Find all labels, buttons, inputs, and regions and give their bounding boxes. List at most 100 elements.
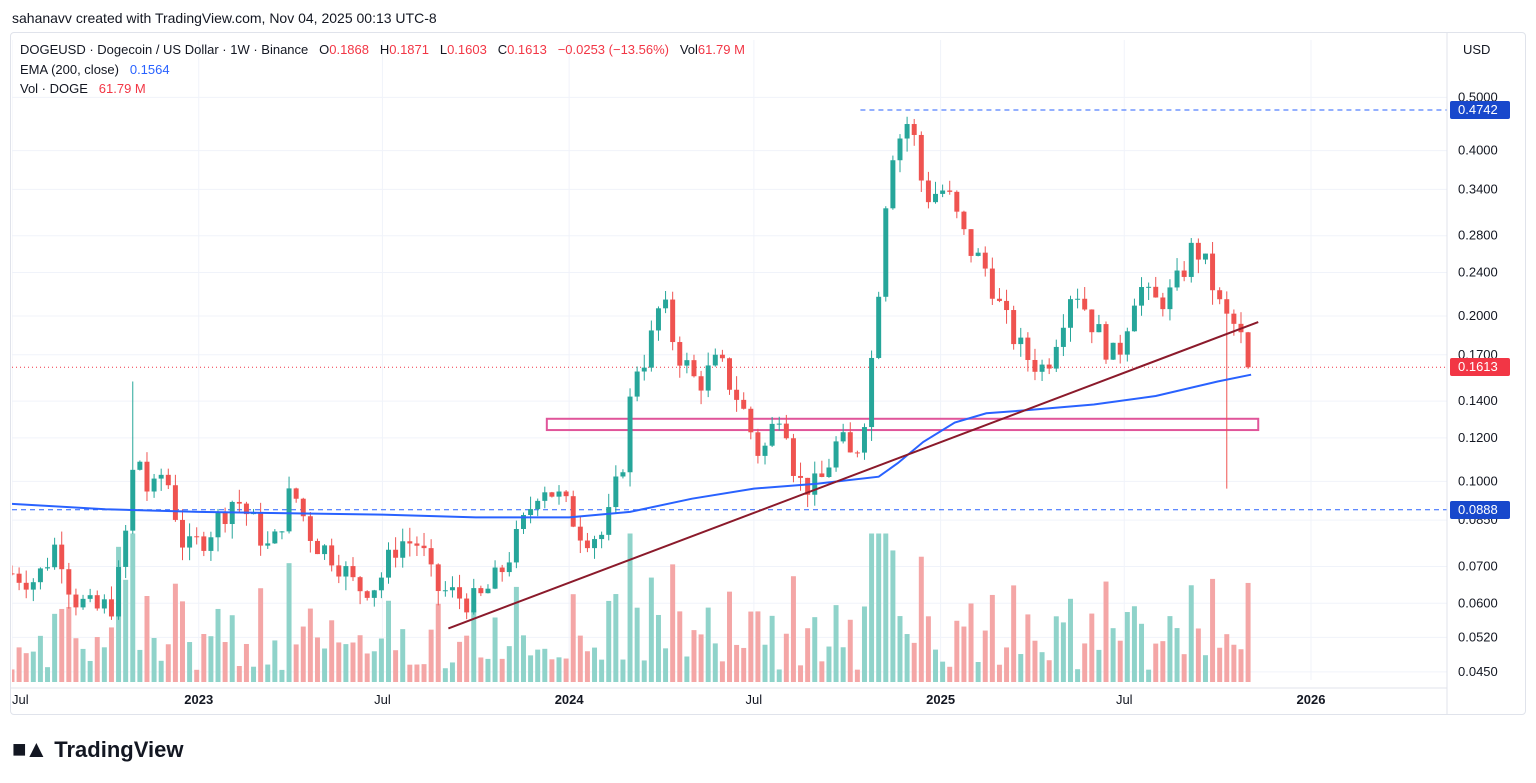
- volume-bar: [890, 550, 896, 682]
- volume-bar: [1096, 649, 1102, 682]
- candle-body: [343, 566, 349, 577]
- volume-bar: [108, 627, 114, 682]
- candle-body: [108, 599, 114, 617]
- candle-body: [542, 492, 548, 501]
- y-tick-label: 0.0450: [1458, 664, 1498, 679]
- ema-label: EMA (200, close): [20, 62, 119, 77]
- ema-legend[interactable]: EMA (200, close) 0.1564: [20, 62, 170, 77]
- candle-body: [1188, 242, 1194, 277]
- chart-caption: sahanavv created with TradingView.com, N…: [12, 10, 437, 26]
- volume-bar: [705, 607, 711, 682]
- volume-bar: [435, 603, 441, 682]
- candle-body: [790, 438, 796, 476]
- volume-bar: [1188, 585, 1194, 682]
- volume-bar: [542, 648, 548, 682]
- symbol-label[interactable]: DOGEUSD · Dogecoin / US Dollar · 1W · Bi…: [20, 42, 309, 57]
- candle-body: [869, 357, 875, 428]
- candle-body: [165, 474, 171, 486]
- volume-bar: [307, 608, 313, 682]
- volume-bar: [577, 635, 583, 682]
- candle-body: [1018, 337, 1024, 345]
- candle-body: [265, 543, 271, 546]
- candle-body: [520, 515, 526, 529]
- volume-bar: [222, 642, 228, 682]
- candle-body: [1082, 298, 1088, 310]
- candle-body: [677, 342, 683, 366]
- candle-body: [840, 432, 846, 442]
- x-tick-label: Jul: [12, 692, 29, 707]
- volume-bar: [130, 533, 136, 682]
- candle-body: [449, 587, 455, 591]
- volume-bar: [1131, 606, 1137, 682]
- volume-bar: [1060, 622, 1066, 682]
- candle-body: [194, 536, 200, 538]
- candle-body: [336, 565, 342, 577]
- x-tick-label: Jul: [1116, 692, 1133, 707]
- volume-bar: [158, 660, 164, 682]
- candle-body: [890, 160, 896, 209]
- currency-label[interactable]: USD: [1463, 42, 1491, 57]
- candle-body: [208, 537, 214, 551]
- volume-bar: [947, 666, 953, 682]
- volume-bar: [1025, 614, 1031, 682]
- volume-bar: [584, 651, 590, 682]
- volume-bar: [414, 664, 420, 682]
- candle-body: [854, 452, 860, 454]
- volume-bar: [123, 579, 129, 682]
- volume-bar: [1160, 641, 1166, 682]
- x-tick-label: 2026: [1297, 692, 1326, 707]
- ema-value: 0.1564: [129, 62, 170, 77]
- open-value: 0.1868: [329, 42, 369, 57]
- volume-bar: [421, 664, 427, 682]
- volume-legend[interactable]: Vol · DOGE 61.79 M: [20, 81, 146, 96]
- volume-bar: [719, 661, 725, 682]
- candle-body: [940, 190, 946, 194]
- volume-bar: [648, 577, 654, 682]
- volume-bar: [101, 647, 107, 682]
- candle-body: [947, 190, 953, 192]
- volume-bar: [528, 655, 534, 682]
- y-tick-label: 0.5000: [1458, 89, 1498, 104]
- volume-bar: [300, 626, 306, 682]
- candle-body: [535, 500, 541, 510]
- x-tick-label: 2025: [926, 692, 955, 707]
- candle-body: [1110, 342, 1116, 360]
- volume-bar: [165, 644, 171, 682]
- volume-bar: [137, 649, 143, 682]
- candle-body: [911, 124, 917, 135]
- candle-body: [187, 536, 193, 548]
- candle-body: [798, 475, 804, 478]
- support-zone: [545, 417, 1260, 432]
- volume-bar: [712, 643, 718, 682]
- candle-body: [471, 588, 477, 613]
- volume-bar: [151, 637, 157, 682]
- candle-body: [762, 445, 768, 456]
- x-tick-label: Jul: [746, 692, 763, 707]
- volume-bar: [599, 659, 605, 682]
- y-tick-label: 0.2400: [1458, 264, 1498, 279]
- candle-body: [1039, 364, 1045, 372]
- candle-body: [73, 594, 79, 608]
- volume-bar: [513, 586, 519, 682]
- volume-bar: [314, 637, 320, 682]
- volume-bar: [549, 659, 555, 682]
- volume-bar: [322, 648, 328, 682]
- y-tick-label: 0.1200: [1458, 430, 1498, 445]
- volume-bar: [776, 669, 782, 682]
- candle-body: [570, 496, 576, 527]
- candle-body: [80, 598, 86, 608]
- candle-body: [279, 531, 285, 533]
- candle-body: [1046, 364, 1052, 369]
- candle-body: [499, 567, 505, 573]
- tradingview-logo[interactable]: ■▲ TradingView: [12, 736, 183, 764]
- ema-200-line: [12, 373, 1252, 519]
- volume-bar: [762, 644, 768, 682]
- candle-body: [59, 544, 65, 570]
- y-tick-label: 0.2000: [1458, 308, 1498, 323]
- volume-bar: [286, 563, 292, 682]
- candle-body: [684, 360, 690, 366]
- candle-body: [1231, 313, 1237, 324]
- volume-bar: [1210, 578, 1216, 682]
- candle-body: [883, 208, 889, 297]
